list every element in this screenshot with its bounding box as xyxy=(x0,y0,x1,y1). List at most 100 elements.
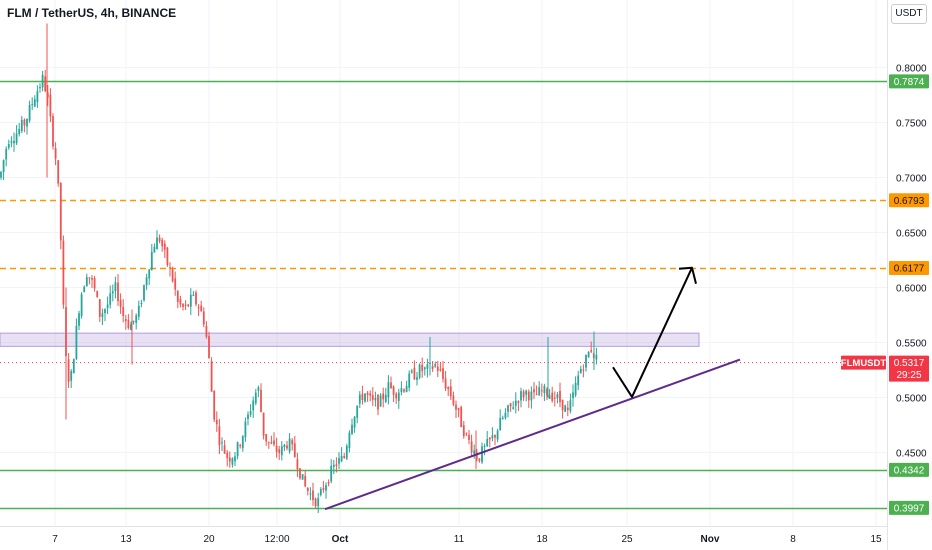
candle-body xyxy=(174,278,177,290)
candle-body xyxy=(148,269,151,279)
candle-body xyxy=(59,183,62,241)
candle-body xyxy=(410,370,413,373)
level-lines[interactable] xyxy=(0,80,887,510)
candle-body xyxy=(137,305,140,317)
candle-body xyxy=(197,307,200,309)
candle-body xyxy=(434,364,437,367)
candle-body xyxy=(2,160,5,173)
time-tick-label: 8 xyxy=(790,534,796,545)
candle-body xyxy=(587,351,590,358)
candle-body xyxy=(88,277,91,279)
price-tick-label: 0.4500 xyxy=(896,449,927,460)
candle-body xyxy=(267,441,270,443)
candle-body xyxy=(283,444,286,448)
candle-body xyxy=(10,141,13,143)
candle-body xyxy=(132,320,135,322)
candle-body xyxy=(117,282,119,301)
candle-body xyxy=(52,116,54,147)
candle-body xyxy=(265,434,268,442)
candle-body xyxy=(75,325,78,359)
candle-body xyxy=(345,445,348,459)
candle-body xyxy=(457,408,460,410)
level-label: 0.4342 xyxy=(894,465,925,476)
resistance-zone-rect[interactable] xyxy=(0,332,700,347)
candle-body xyxy=(23,119,26,126)
candle-body xyxy=(468,434,470,440)
candle-body xyxy=(548,395,551,399)
candle-body xyxy=(483,445,486,447)
candle-body xyxy=(5,148,8,160)
candle-body xyxy=(507,405,509,412)
candle-body xyxy=(150,251,153,270)
level-label-bg xyxy=(889,500,929,515)
candle-body xyxy=(72,359,75,374)
candle-body xyxy=(332,464,335,467)
candle-body xyxy=(49,94,52,117)
candle-body xyxy=(46,92,49,98)
candle-body xyxy=(291,440,294,445)
price-tick-label: 0.7000 xyxy=(896,174,927,185)
candle-body xyxy=(351,424,353,434)
candle-body xyxy=(158,237,161,242)
candle-body xyxy=(127,320,130,329)
candle-body xyxy=(85,277,88,286)
candle-body xyxy=(78,313,80,326)
candle-body xyxy=(481,446,483,463)
candle-body xyxy=(444,378,447,389)
currency-button[interactable]: USDT xyxy=(891,4,927,24)
candle-body xyxy=(309,493,312,495)
candle-body xyxy=(153,246,156,253)
candle-body xyxy=(171,269,174,282)
candle-body xyxy=(111,291,114,294)
candle-body xyxy=(374,398,377,401)
projection-path[interactable] xyxy=(612,267,693,398)
projection-arrowhead[interactable] xyxy=(678,266,697,284)
candle-body xyxy=(369,393,372,396)
drawings-layer[interactable] xyxy=(324,266,741,511)
candle-body xyxy=(447,387,450,390)
time-tick-label: 12:00 xyxy=(264,534,289,545)
candle-body xyxy=(314,498,317,507)
candle-body xyxy=(0,171,2,178)
level-label: 0.3997 xyxy=(894,503,925,514)
candle-body xyxy=(574,382,577,396)
candle-body xyxy=(20,120,23,132)
time-tick-label: Oct xyxy=(332,534,349,545)
candle-body xyxy=(26,118,28,127)
candle-body xyxy=(166,247,169,266)
candle-body xyxy=(213,390,216,420)
resistance-zone[interactable] xyxy=(0,332,700,347)
candle-body xyxy=(525,390,528,395)
candle-body xyxy=(114,282,117,292)
candle-body xyxy=(340,455,343,462)
candle-body xyxy=(382,393,385,400)
trendline[interactable] xyxy=(324,358,741,511)
candle-body xyxy=(408,373,411,388)
candle-body xyxy=(405,385,408,393)
candle-body xyxy=(286,445,288,449)
candle-body xyxy=(83,286,86,293)
candle-body xyxy=(254,392,257,404)
candle-body xyxy=(473,450,476,454)
bar-countdown: 29:25 xyxy=(896,370,921,381)
candle-body xyxy=(278,449,281,454)
candle-body xyxy=(426,364,429,369)
candle-body xyxy=(299,468,301,479)
candle-body xyxy=(564,405,567,412)
price-tick-label: 0.6500 xyxy=(896,229,927,240)
candle-body xyxy=(465,433,468,435)
candle-body xyxy=(319,489,322,495)
price-tick-label: 0.6000 xyxy=(896,284,927,295)
candle-body xyxy=(145,277,148,286)
candle-body xyxy=(257,387,260,391)
time-tick-label: Nov xyxy=(701,534,720,545)
candle-body xyxy=(161,239,164,247)
price-tick-label: 0.5500 xyxy=(896,339,927,350)
chart-title: FLM / TetherUS, 4h, BINANCE xyxy=(7,6,177,20)
candle-body xyxy=(413,367,416,380)
candle-body xyxy=(62,240,65,305)
candle-body xyxy=(57,160,60,184)
time-axis[interactable]: 7 13 20 12:00 Oct 11 18 25 Nov 8 15 xyxy=(0,526,887,550)
candle-body xyxy=(520,391,522,401)
